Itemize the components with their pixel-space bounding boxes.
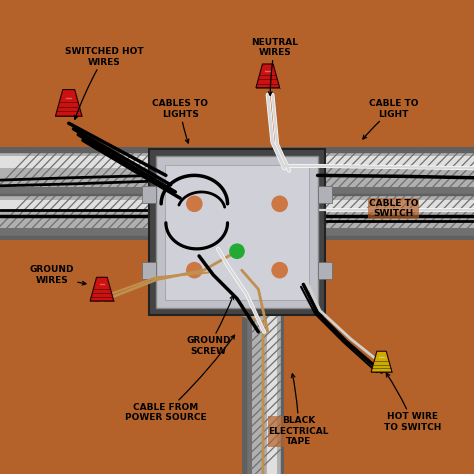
Circle shape — [272, 196, 287, 211]
Circle shape — [187, 263, 202, 278]
Polygon shape — [371, 351, 392, 372]
Polygon shape — [55, 90, 82, 116]
Bar — [0, 195, 474, 236]
Bar — [165, 165, 309, 300]
Bar — [246, 294, 252, 474]
Bar — [267, 294, 277, 474]
Polygon shape — [256, 64, 280, 88]
Text: CABLE TO
LIGHT: CABLE TO LIGHT — [363, 100, 418, 139]
Text: BLACK
ELECTRICAL
TAPE: BLACK ELECTRICAL TAPE — [268, 374, 329, 446]
Bar — [0, 187, 474, 194]
Bar — [0, 156, 474, 168]
Bar — [142, 186, 156, 203]
Bar — [0, 147, 474, 199]
Text: GROUND
WIRES: GROUND WIRES — [30, 265, 86, 285]
Bar — [318, 186, 332, 203]
Circle shape — [230, 244, 244, 258]
Text: GROUND
SCREW: GROUND SCREW — [186, 295, 234, 356]
Polygon shape — [90, 277, 114, 301]
Text: SWITCHED HOT
WIRES: SWITCHED HOT WIRES — [65, 47, 144, 119]
Text: HOT WIRE
TO SWITCH: HOT WIRE TO SWITCH — [383, 373, 441, 431]
Text: CABLE FROM
POWER SOURCE: CABLE FROM POWER SOURCE — [125, 335, 235, 422]
Bar — [318, 262, 332, 279]
Bar — [246, 294, 281, 474]
Text: CABLE TO
SWITCH: CABLE TO SWITCH — [365, 199, 418, 218]
Text: CABLES TO
LIGHTS: CABLES TO LIGHTS — [152, 100, 208, 143]
Text: NEUTRAL
WIRES: NEUTRAL WIRES — [251, 38, 299, 95]
Bar — [0, 228, 474, 236]
Bar — [149, 149, 325, 315]
Bar — [0, 191, 474, 240]
Bar — [0, 200, 474, 211]
Circle shape — [272, 263, 287, 278]
Bar — [242, 294, 284, 474]
Bar — [0, 152, 474, 194]
Bar — [142, 262, 156, 279]
Circle shape — [187, 196, 202, 211]
Bar — [156, 156, 318, 308]
